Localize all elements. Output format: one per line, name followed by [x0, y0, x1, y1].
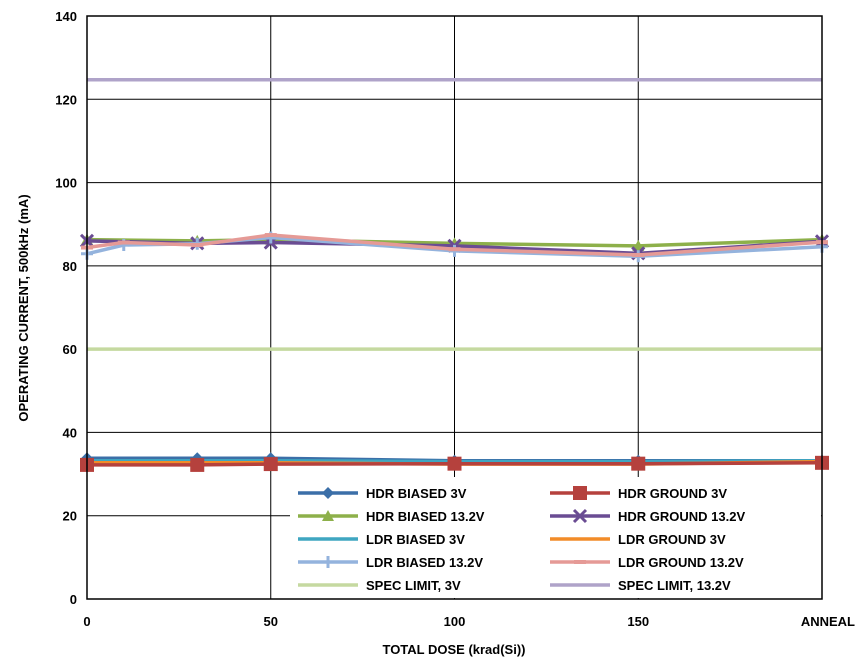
legend-item-ldr-ground-13-2v: LDR GROUND 13.2V: [550, 555, 744, 570]
x-tick-label: 150: [627, 614, 649, 629]
y-tick-label: 20: [63, 509, 77, 524]
x-tick-label: 50: [264, 614, 278, 629]
data-point-hdr-ground-3v: [447, 456, 462, 471]
legend-marker: [322, 556, 334, 568]
data-point-hdr-ground-3v: [190, 457, 205, 472]
y-tick-label: 40: [63, 425, 77, 440]
data-point-hdr-ground-3v: [631, 456, 646, 471]
legend-item-ldr-biased-13-2v: LDR BIASED 13.2V: [298, 555, 483, 570]
legend-item-hdr-biased-13-2v: HDR BIASED 13.2V: [298, 509, 485, 524]
legend-item-ldr-biased-3v: LDR BIASED 3V: [298, 532, 465, 547]
legend-label: HDR BIASED 13.2V: [366, 509, 485, 524]
y-tick-label: 60: [63, 342, 77, 357]
legend-label: HDR GROUND 13.2V: [618, 509, 745, 524]
legend-item-ldr-ground-3v: LDR GROUND 3V: [550, 532, 726, 547]
legend-item-spec-limit-13-2v: SPEC LIMIT, 13.2V: [550, 578, 731, 593]
legend-label: SPEC LIMIT, 3V: [366, 578, 461, 593]
y-tick-label: 140: [55, 9, 77, 24]
y-tick-label: 0: [70, 592, 77, 607]
y-tick-label: 100: [55, 176, 77, 191]
legend-marker: [322, 487, 334, 499]
plot-frame: [86, 15, 823, 600]
y-tick-labels: 0 20 40 60 80 100 120 140: [55, 9, 77, 607]
x-tick-label: 100: [444, 614, 466, 629]
legend-marker: [322, 510, 334, 521]
legend-marker: [572, 508, 588, 524]
legend-label: LDR GROUND 3V: [618, 532, 726, 547]
legend-marker: [573, 486, 587, 500]
legend: HDR BIASED 3V HDR GROUND 3V HDR BIASED 13.…: [290, 477, 821, 598]
legend-item-hdr-ground-3v: HDR GROUND 3V: [550, 486, 727, 501]
x-axis-label: TOTAL DOSE (krad(Si)): [382, 642, 525, 657]
legend-label: HDR GROUND 3V: [618, 486, 727, 501]
series-ldr-ground-13-2v: [81, 233, 828, 258]
series-line-hdr-ground-3v: [87, 461, 823, 467]
legend-label: LDR BIASED 13.2V: [366, 555, 483, 570]
x-tick-label: ANNEAL: [801, 614, 855, 629]
y-tick-label: 120: [55, 92, 77, 107]
legend-label: LDR GROUND 13.2V: [618, 555, 744, 570]
data-point-hdr-ground-3v: [263, 457, 278, 472]
legend-item-spec-limit-3v: SPEC LIMIT, 3V: [298, 578, 461, 593]
data-point-hdr-biased-13-2v: [632, 239, 645, 251]
y-axis-label: OPERATING CURRENT, 500kHz (mA): [16, 194, 31, 421]
series-hdr-ground-3v: [80, 455, 829, 472]
x-tick-labels: 0 50 100 150 ANNEAL: [83, 614, 855, 629]
series-layer: [79, 77, 830, 472]
y-tick-label: 80: [63, 259, 77, 274]
legend-label: LDR BIASED 3V: [366, 532, 465, 547]
x-tick-label: 0: [83, 614, 90, 629]
legend-label: SPEC LIMIT, 13.2V: [618, 578, 731, 593]
legend-label: HDR BIASED 3V: [366, 486, 467, 501]
legend-item-hdr-biased-3v: HDR BIASED 3V: [298, 486, 467, 501]
legend-item-hdr-ground-13-2v: HDR GROUND 13.2V: [550, 508, 745, 524]
